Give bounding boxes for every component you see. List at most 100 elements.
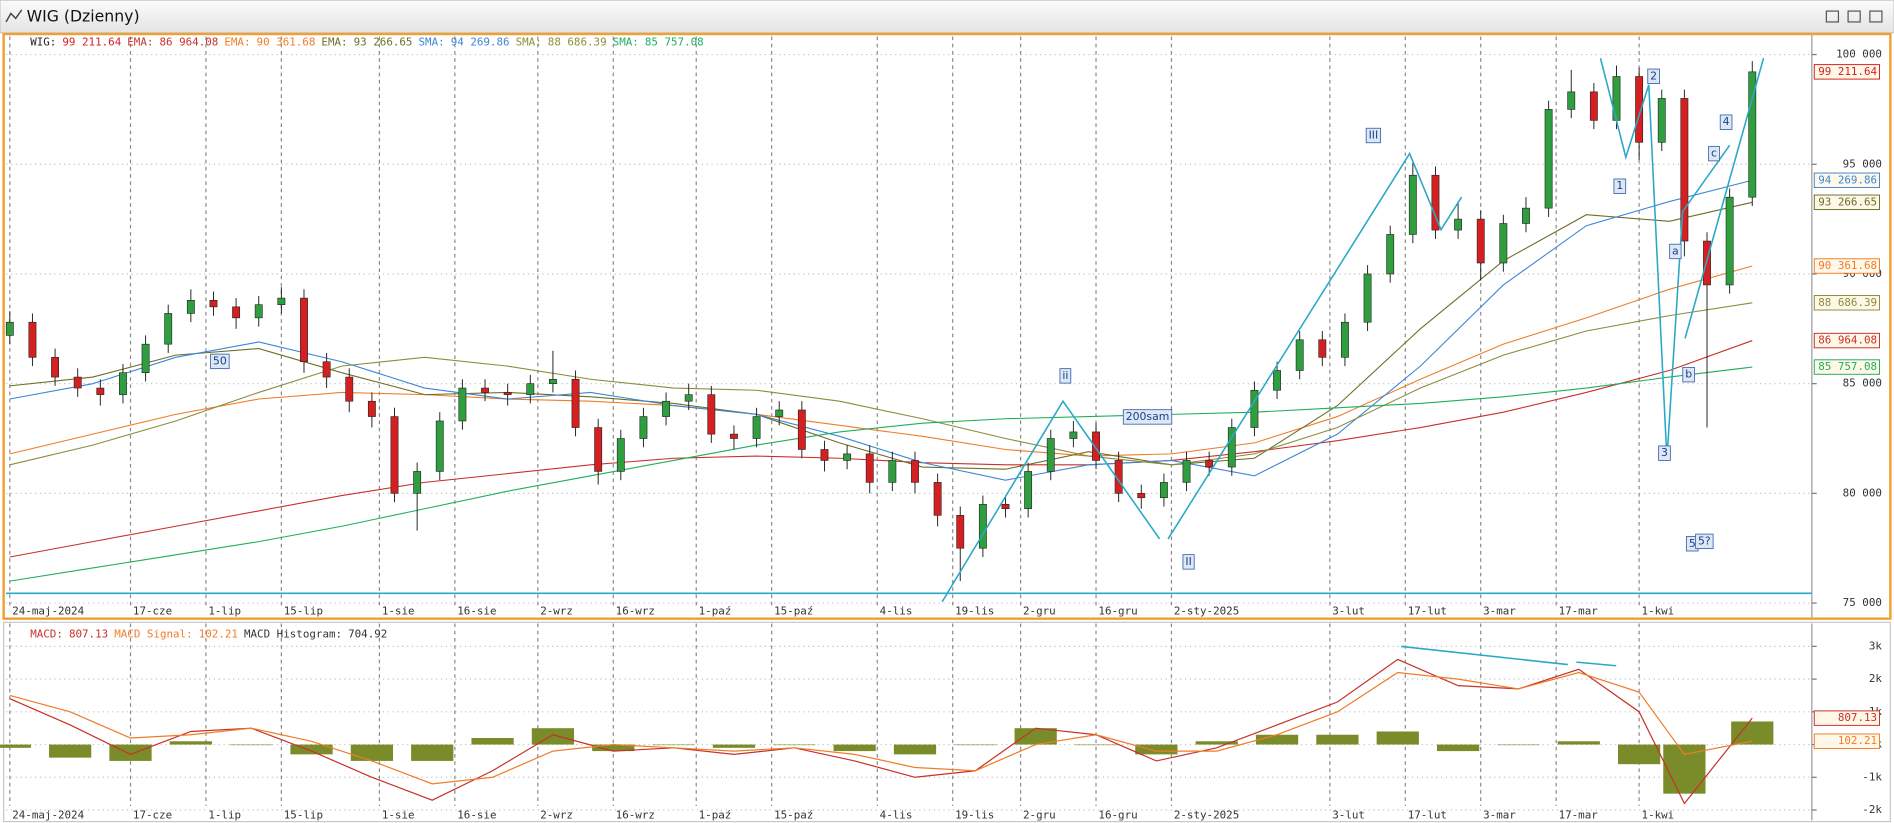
candle-body xyxy=(797,409,806,450)
candle-body xyxy=(820,449,829,461)
wave-label-box xyxy=(1708,145,1720,162)
candle-body xyxy=(458,387,467,422)
histogram-bar xyxy=(1376,731,1419,745)
x-tick-label: 3-mar xyxy=(1483,809,1516,822)
wave-label: 3 xyxy=(1661,446,1668,459)
candle-body xyxy=(1069,431,1078,439)
x-tick-label: 16-gru xyxy=(1098,809,1137,822)
wave-label: 4 xyxy=(1723,115,1730,128)
macd-line xyxy=(9,671,1753,785)
candle-body xyxy=(684,394,693,402)
histogram-bar xyxy=(350,744,394,761)
histogram-bar xyxy=(1195,741,1238,745)
macd-panel-frame xyxy=(3,621,1891,823)
x-tick-label: 4-lis xyxy=(880,604,913,617)
legend-text: MACD Signal: xyxy=(114,627,192,640)
histogram-bar xyxy=(230,744,273,746)
legend-text: 94 269.86 xyxy=(451,35,510,48)
candle-body xyxy=(1046,438,1055,472)
restore-button[interactable] xyxy=(1847,10,1861,23)
histogram-bar xyxy=(893,744,937,755)
candle-body xyxy=(1454,218,1463,231)
maximize-button[interactable] xyxy=(1869,10,1883,23)
price-badge xyxy=(1813,332,1880,349)
legend-text: 704.92 xyxy=(348,627,387,640)
x-tick-label: 15-lip xyxy=(284,604,323,617)
histogram-bar xyxy=(773,744,816,746)
legend-text: MACD: xyxy=(30,627,63,640)
x-tick-label: 16-sie xyxy=(457,604,496,617)
candle-body xyxy=(1137,493,1146,499)
minimize-button[interactable] xyxy=(1825,10,1840,23)
candle-body xyxy=(96,387,105,395)
candle-body xyxy=(1567,91,1576,110)
histogram-bar xyxy=(471,738,514,745)
legend-text: EMA: xyxy=(321,35,347,48)
candle-body xyxy=(956,515,965,549)
wave-label-box xyxy=(1182,554,1195,570)
candle-body xyxy=(1657,98,1666,143)
candle-body xyxy=(322,361,331,378)
candle-body xyxy=(1544,109,1553,209)
wave-label-box xyxy=(1059,368,1072,384)
legend-text: 85 757.08 xyxy=(645,35,704,48)
price-badge-label: 102.21 xyxy=(1838,734,1877,747)
x-tick-label: 16-sie xyxy=(457,809,496,822)
candle-body xyxy=(1182,460,1191,483)
trend-lines xyxy=(6,57,1812,667)
candle-body xyxy=(888,460,897,483)
price-badge xyxy=(1813,710,1880,726)
wave-label: 2 xyxy=(1650,69,1657,82)
histogram-bar xyxy=(411,744,454,761)
y-tick-label: 2k xyxy=(1869,672,1883,685)
x-tick-label: 16-wrz xyxy=(616,809,655,822)
histogram-bar xyxy=(1074,744,1118,746)
candle-body xyxy=(5,321,14,336)
wave-label: 5 xyxy=(1689,537,1696,550)
y-tick-label: -2k xyxy=(1862,803,1882,816)
legend-text: EMA: xyxy=(224,35,250,48)
wave-label-box xyxy=(1365,127,1382,144)
x-tick-label: 1-paź xyxy=(699,809,732,822)
candle-body xyxy=(843,453,852,461)
channel-line xyxy=(1684,57,1765,339)
x-tick-label: 17-mar xyxy=(1559,809,1599,822)
histogram-bar xyxy=(1135,744,1178,755)
histogram-bar xyxy=(652,744,695,746)
x-tick-label: 15-paź xyxy=(774,809,813,822)
price-badge xyxy=(1813,64,1880,80)
wave-label: III xyxy=(1369,128,1379,141)
wave-line xyxy=(1599,57,1731,460)
wave-label-box xyxy=(210,353,230,370)
wave-label: 5? xyxy=(1698,534,1711,547)
candle-body xyxy=(1589,91,1598,121)
divergence-line xyxy=(1576,661,1617,667)
x-tick-label: 1-sie xyxy=(382,809,415,822)
histogram-bar xyxy=(1557,741,1600,745)
candle-body xyxy=(1522,207,1530,224)
candle-body xyxy=(413,471,422,494)
x-tick-label: 17-cze xyxy=(133,604,172,617)
candle-body xyxy=(865,453,874,483)
histogram-bar xyxy=(954,744,997,746)
candle-body xyxy=(367,400,376,417)
histogram-bar xyxy=(0,744,31,748)
x-tick-label: 1-kwi xyxy=(1642,604,1675,617)
x-tick-label: 1-lip xyxy=(208,809,241,822)
legend-text: MACD Histogram: xyxy=(244,627,342,640)
candle-body xyxy=(933,482,942,516)
candle-body xyxy=(164,313,173,345)
histogram-bar xyxy=(833,744,876,752)
x-tick-label: 3-lut xyxy=(1332,809,1365,822)
candle-body xyxy=(594,427,603,472)
wave-label-box xyxy=(1647,68,1660,84)
candle-body xyxy=(1725,196,1734,286)
title-bar xyxy=(0,0,1894,34)
price-badge xyxy=(1813,172,1880,189)
candle-body xyxy=(1680,98,1689,242)
price-badge xyxy=(1813,733,1880,749)
